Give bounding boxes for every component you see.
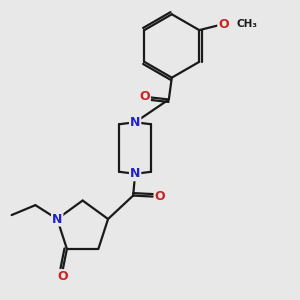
Text: O: O	[58, 270, 68, 283]
Text: O: O	[154, 190, 165, 203]
Text: O: O	[218, 18, 229, 31]
Text: N: N	[130, 116, 140, 129]
Text: N: N	[130, 167, 140, 180]
Text: O: O	[139, 91, 150, 103]
Text: N: N	[52, 212, 62, 226]
Text: CH₃: CH₃	[237, 19, 258, 29]
